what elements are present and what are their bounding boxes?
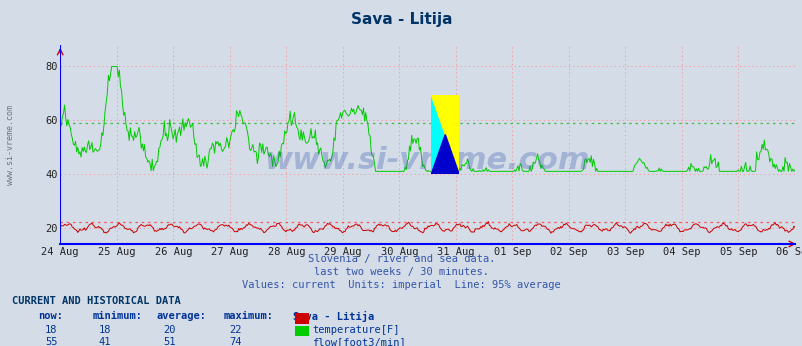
Text: Slovenia / river and sea data.: Slovenia / river and sea data. bbox=[307, 254, 495, 264]
Text: Values: current  Units: imperial  Line: 95% average: Values: current Units: imperial Line: 95… bbox=[242, 280, 560, 290]
Text: 41: 41 bbox=[99, 337, 111, 346]
Text: www.si-vreme.com: www.si-vreme.com bbox=[6, 105, 15, 185]
Text: 55: 55 bbox=[45, 337, 58, 346]
Text: 74: 74 bbox=[229, 337, 242, 346]
Text: 18: 18 bbox=[45, 325, 58, 335]
Text: minimum:: minimum: bbox=[92, 311, 142, 321]
Text: last two weeks / 30 minutes.: last two weeks / 30 minutes. bbox=[314, 267, 488, 277]
Text: maximum:: maximum: bbox=[223, 311, 273, 321]
Text: 51: 51 bbox=[163, 337, 176, 346]
Text: CURRENT AND HISTORICAL DATA: CURRENT AND HISTORICAL DATA bbox=[12, 296, 180, 306]
Text: temperature[F]: temperature[F] bbox=[312, 325, 399, 335]
Text: 20: 20 bbox=[163, 325, 176, 335]
Text: flow[foot3/min]: flow[foot3/min] bbox=[312, 337, 406, 346]
Polygon shape bbox=[431, 95, 459, 174]
Text: now:: now: bbox=[38, 311, 63, 321]
Text: 22: 22 bbox=[229, 325, 242, 335]
Text: Sava - Litija: Sava - Litija bbox=[293, 311, 374, 322]
Polygon shape bbox=[431, 95, 459, 174]
Text: www.si-vreme.com: www.si-vreme.com bbox=[265, 146, 589, 175]
Text: Sava - Litija: Sava - Litija bbox=[350, 12, 452, 27]
Text: average:: average: bbox=[156, 311, 206, 321]
Text: 18: 18 bbox=[99, 325, 111, 335]
Polygon shape bbox=[431, 135, 459, 174]
